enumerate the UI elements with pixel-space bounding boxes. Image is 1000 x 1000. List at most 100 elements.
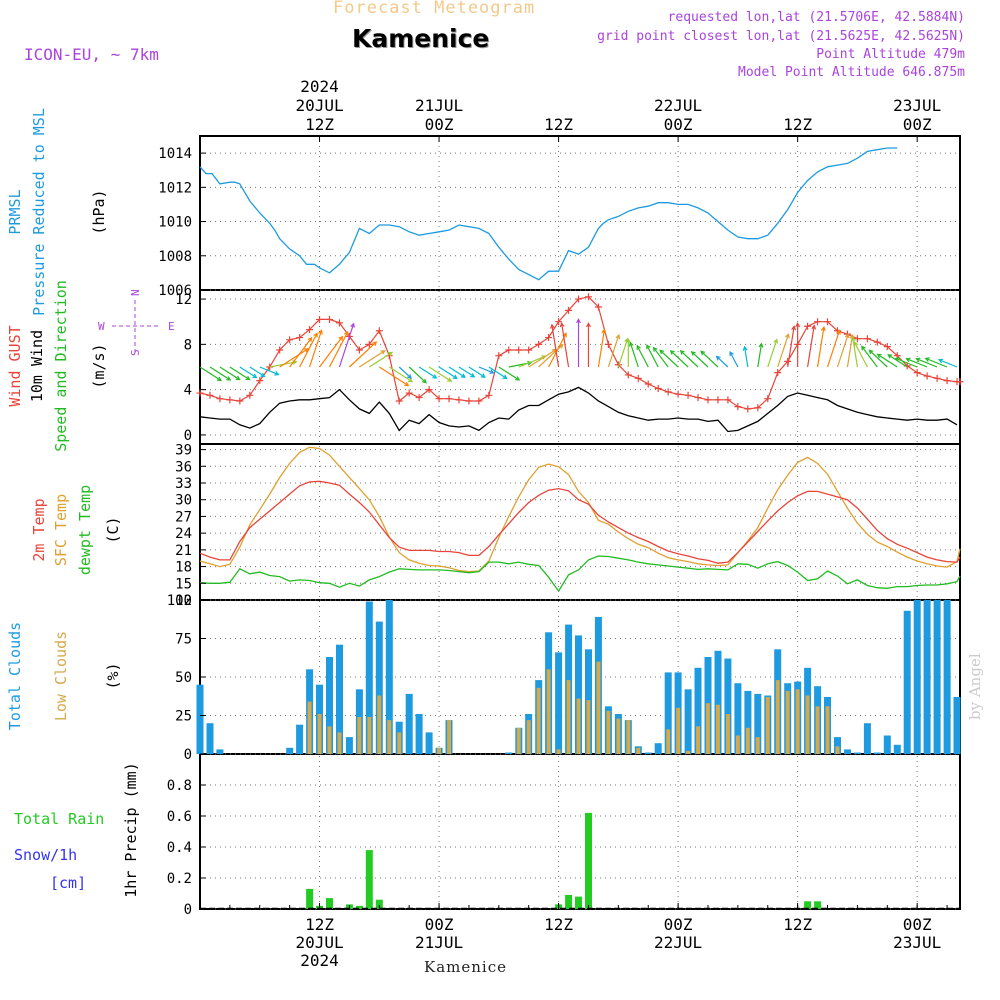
gust-marker	[664, 388, 672, 396]
wind-direction-arrow	[729, 351, 739, 368]
value-tick-label: 75	[175, 632, 192, 648]
gust-marker	[933, 374, 941, 382]
temp-unit: (C)	[104, 516, 122, 543]
total-cloud-bar	[345, 737, 353, 754]
panel-frame-0	[199, 135, 961, 291]
gust-marker	[644, 380, 652, 388]
wind-direction-arrow	[861, 346, 878, 368]
gust-ylabel: Wind GUST	[6, 325, 24, 406]
value-tick-label: 25	[175, 709, 192, 725]
wind-arrow-head	[836, 329, 841, 335]
wind-direction-arrow	[279, 348, 309, 368]
info-grid-point: grid point closest lon,lat (21.5625E, 42…	[597, 29, 965, 44]
wind-direction-arrow	[607, 334, 620, 368]
wind-direction-arrow	[249, 366, 265, 377]
top-time-label: 12Z	[783, 115, 812, 134]
wind-arrow-head	[480, 373, 486, 378]
wind-direction-arrow	[925, 357, 948, 368]
wind-direction-arrow	[659, 349, 679, 368]
total-cloud-bar	[505, 752, 513, 754]
gust-marker	[734, 403, 742, 411]
wind-direction-arrow	[868, 349, 888, 368]
bottom-time-label: 23JUL	[893, 933, 941, 952]
wind-arrow-head	[652, 346, 658, 352]
wind-arrow-head	[585, 322, 591, 328]
low-cloud-bar	[397, 732, 402, 754]
value-tick-label: 0.2	[167, 871, 192, 887]
wind-direction-arrow	[498, 366, 520, 381]
wind-arrow-head	[636, 344, 641, 350]
value-tick-label: 0.6	[167, 809, 192, 825]
gust-marker	[814, 318, 822, 326]
value-tick-label: 21	[175, 543, 192, 559]
wind-direction-arrow	[629, 342, 639, 368]
wind-arrow-head	[844, 333, 850, 339]
low-cloud-bar	[676, 707, 681, 754]
wind-arrow-head	[811, 324, 817, 330]
pressure-line	[199, 147, 898, 281]
total-cloud-bar	[913, 600, 921, 754]
wind-arrow-head	[245, 375, 251, 381]
gust-marker	[256, 377, 264, 385]
wind-direction-arrow	[700, 350, 719, 368]
snow-ylabel: Snow/1h	[14, 846, 77, 864]
gust-marker	[584, 293, 592, 301]
wind-arrow-head	[628, 341, 634, 347]
wind-ylabel: 10m Wind	[28, 330, 46, 402]
wind-arrow-head	[447, 377, 453, 382]
gust-marker	[286, 336, 294, 344]
gust-marker	[355, 346, 363, 354]
top-time-label: 00Z	[664, 115, 693, 134]
bottom-time-label: 2024	[300, 951, 339, 970]
wind-direction-arrow	[807, 325, 815, 368]
low-cloud-bar	[716, 704, 720, 754]
gust-marker	[246, 391, 254, 399]
low-cloud-bar	[526, 720, 531, 754]
total-cloud-bar	[844, 749, 851, 754]
wind-direction-arrow	[757, 343, 763, 368]
value-tick-label: 39	[175, 443, 192, 459]
suptitle: Forecast Meteogram	[333, 0, 536, 18]
gust-marker	[216, 395, 224, 403]
compass-south: S	[129, 349, 142, 356]
gust-marker	[575, 295, 583, 303]
low-cloud-bar	[825, 706, 830, 754]
wind-direction-arrow	[597, 329, 605, 368]
wind-arrow-head	[576, 318, 581, 324]
gust-marker	[624, 371, 632, 379]
bottom-time-label: 12Z	[783, 915, 812, 934]
total-cloud-bar	[336, 644, 343, 754]
gust-marker	[325, 315, 333, 323]
low-cloud-bar	[666, 729, 671, 754]
value-tick-label: 0	[184, 902, 192, 918]
wind-direction-arrow	[561, 323, 570, 368]
bottom-time-label: 00Z	[903, 915, 932, 934]
wind-direction-arrow	[877, 353, 898, 368]
low-cloud-bar	[815, 706, 820, 754]
wind-direction-arrow	[478, 366, 494, 374]
gust-marker	[435, 395, 443, 403]
pressure-ylabel-short: PRMSL	[6, 189, 24, 234]
gust-marker	[365, 340, 373, 348]
rain-bar	[585, 812, 592, 909]
wind-arrow-head	[313, 332, 318, 338]
wind-direction-arrow	[680, 350, 699, 368]
value-tick-label: 30	[175, 493, 192, 509]
wind-direction-arrow	[551, 324, 560, 368]
wind-arrow-head	[615, 333, 621, 340]
total-cloud-bar	[863, 723, 871, 754]
gust-marker	[744, 405, 752, 413]
wind-arrow-head	[216, 376, 222, 382]
wind-arrow-head	[820, 325, 826, 332]
rain-bar	[804, 901, 812, 910]
gust-marker	[853, 335, 861, 343]
wind-direction-arrow	[199, 366, 222, 381]
value-tick-label: 0	[184, 747, 192, 763]
wind-arrow-head	[226, 376, 232, 381]
snow-unit-label: [cm]	[50, 874, 86, 892]
gust-marker	[296, 334, 304, 342]
wind-direction-arrow	[777, 334, 790, 368]
total-cloud-bar	[286, 747, 294, 754]
wind-arrow-head	[338, 335, 344, 341]
